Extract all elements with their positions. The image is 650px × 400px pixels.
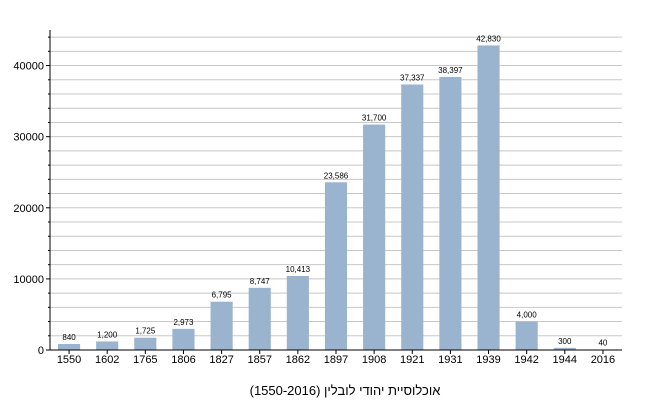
data-label: 37,337 [400, 73, 425, 82]
x-tick-label: 1921 [400, 354, 424, 366]
x-tick-labels: 1550 1602 1765 1806 1827 1857 1862 1897 1908 1921… [57, 350, 615, 366]
x-tick-label: 1931 [438, 354, 462, 366]
bar-1908 [363, 124, 386, 350]
data-labels: 840 1,200 1,725 2,973 6,795 8,747 10,413 23,586… [62, 34, 608, 347]
y-tick-label: 10000 [13, 274, 44, 286]
chart-title: אוכלוסיית יהודי לובלין (1550-2016) [250, 383, 441, 398]
x-tick-label: 1857 [247, 354, 271, 366]
bar-1550 [58, 344, 81, 350]
bar-1806 [172, 328, 195, 350]
bars [58, 45, 614, 351]
grid-lines [50, 36, 622, 337]
bar-1857 [248, 287, 271, 350]
data-label: 8,747 [250, 277, 271, 286]
data-label: 2,973 [173, 318, 194, 327]
x-tick-label: 1942 [514, 354, 538, 366]
x-tick-label: 1908 [362, 354, 386, 366]
data-label: 300 [558, 337, 572, 346]
bar-1921 [401, 84, 424, 351]
bar-1862 [286, 275, 309, 350]
y-tick-label: 40000 [13, 61, 44, 73]
y-tick-labels: 0 10000 20000 30000 40000 [13, 36, 50, 357]
bar-1944 [553, 347, 576, 350]
bar-1897 [324, 182, 348, 350]
bar-1765 [134, 337, 157, 350]
data-label: 42,830 [476, 34, 501, 43]
bar-1942 [515, 321, 538, 350]
data-label: 6,795 [212, 291, 233, 300]
x-tick-label: 1862 [286, 354, 310, 366]
x-tick-label: 1550 [57, 354, 81, 366]
x-tick-label: 1939 [476, 354, 500, 366]
data-label: 31,700 [362, 114, 387, 123]
x-tick-label: 1944 [553, 354, 577, 366]
data-label: 23,586 [324, 171, 349, 180]
x-tick-label: 1827 [209, 354, 233, 366]
bar-1939 [477, 45, 500, 350]
data-label: 38,397 [438, 66, 463, 75]
y-tick-label: 30000 [13, 132, 44, 144]
bar-1931 [439, 76, 462, 351]
x-tick-label: 2016 [591, 354, 615, 366]
x-tick-label: 1765 [133, 354, 157, 366]
bar-1827 [210, 301, 233, 350]
data-label: 40 [598, 339, 607, 348]
y-tick-label: 0 [38, 345, 44, 357]
data-label: 1,725 [135, 327, 156, 336]
data-label: 1,200 [97, 330, 118, 339]
x-tick-label: 1806 [171, 354, 195, 366]
bar-1602 [96, 341, 119, 350]
x-tick-label: 1897 [324, 354, 348, 366]
data-label: 10,413 [286, 265, 311, 274]
y-tick-label: 20000 [13, 203, 44, 215]
data-label: 4,000 [517, 311, 538, 320]
x-tick-label: 1602 [95, 354, 119, 366]
data-label: 840 [62, 333, 76, 342]
